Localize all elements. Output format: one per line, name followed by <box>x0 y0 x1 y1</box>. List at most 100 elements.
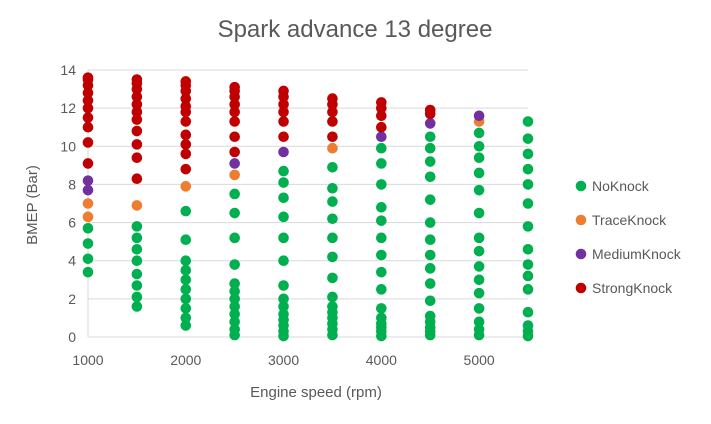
point-strongknock <box>424 104 436 116</box>
point-noknock <box>327 291 338 303</box>
point-noknock <box>229 207 240 219</box>
y-tick-label: 10 <box>60 138 76 154</box>
point-strongknock <box>82 137 94 148</box>
point-strongknock <box>82 72 94 83</box>
point-strongknock <box>131 74 143 85</box>
point-noknock <box>424 142 436 154</box>
legend-label-mediumknock: MediumKnock <box>592 246 682 262</box>
legend-marker-mediumknock <box>575 248 587 260</box>
point-strongknock <box>82 158 94 169</box>
point-noknock <box>522 198 534 209</box>
point-strongknock <box>229 99 240 110</box>
point-strongknock <box>327 116 338 127</box>
point-noknock <box>131 232 143 244</box>
y-tick-label: 0 <box>68 329 76 345</box>
point-noknock <box>376 158 387 169</box>
point-noknock <box>229 324 240 335</box>
point-strongknock <box>131 106 143 118</box>
legend-marker-noknock <box>575 180 587 192</box>
point-traceknock <box>131 200 143 211</box>
point-strongknock <box>180 163 192 175</box>
point-noknock <box>424 156 436 167</box>
point-noknock <box>180 320 192 331</box>
point-traceknock <box>82 198 94 209</box>
point-strongknock <box>131 139 143 150</box>
x-axis-ticks: 1000 2000 3000 4000 5000 <box>72 352 494 368</box>
point-noknock <box>229 232 240 244</box>
point-noknock <box>278 177 289 188</box>
point-mediumknock <box>82 175 94 186</box>
point-strongknock <box>229 81 240 93</box>
point-noknock <box>180 284 192 295</box>
point-strongknock <box>278 85 289 97</box>
y-tick-label: 14 <box>60 62 76 78</box>
point-strongknock <box>278 106 289 118</box>
point-noknock <box>327 232 338 244</box>
point-noknock <box>229 188 240 200</box>
point-noknock <box>327 251 338 263</box>
point-noknock <box>327 301 338 312</box>
point-traceknock <box>82 211 94 223</box>
point-noknock <box>131 255 143 267</box>
point-strongknock <box>376 121 387 133</box>
point-noknock <box>278 255 289 267</box>
point-noknock <box>180 205 192 217</box>
point-noknock <box>327 182 338 194</box>
point-strongknock <box>278 131 289 143</box>
point-noknock <box>131 268 143 280</box>
point-noknock <box>376 202 387 213</box>
point-strongknock <box>229 106 240 118</box>
chart-title: Spark advance 13 degree <box>218 16 493 43</box>
y-tick-label: 6 <box>68 215 76 231</box>
point-noknock <box>473 232 485 244</box>
legend-label-traceknock: TraceKnock <box>592 212 667 228</box>
point-noknock <box>522 221 534 232</box>
point-noknock <box>327 213 338 225</box>
point-noknock <box>376 284 387 295</box>
point-mediumknock <box>229 158 240 169</box>
x-tick-label: 2000 <box>170 352 201 368</box>
point-mediumknock <box>424 118 436 129</box>
y-tick-label: 8 <box>68 176 76 192</box>
point-noknock <box>229 316 240 328</box>
point-strongknock <box>376 97 387 108</box>
point-noknock <box>473 140 485 152</box>
point-noknock <box>424 194 436 205</box>
point-noknock <box>522 320 534 331</box>
point-noknock <box>522 270 534 282</box>
point-traceknock <box>327 142 338 154</box>
point-noknock <box>229 301 240 312</box>
point-noknock <box>522 179 534 190</box>
point-noknock <box>82 253 94 265</box>
point-noknock <box>522 243 534 255</box>
point-noknock <box>278 301 289 312</box>
legend-marker-traceknock <box>575 214 587 226</box>
point-noknock <box>278 211 289 223</box>
point-noknock <box>473 303 485 314</box>
point-noknock <box>131 221 143 232</box>
point-noknock <box>522 148 534 160</box>
point-noknock <box>278 280 289 291</box>
point-noknock <box>180 293 192 305</box>
point-noknock <box>327 272 338 284</box>
legend-marker-strongknock <box>575 282 587 294</box>
point-noknock <box>522 116 534 127</box>
point-strongknock <box>229 131 240 143</box>
point-noknock <box>278 232 289 244</box>
point-strongknock <box>229 116 240 127</box>
point-strongknock <box>131 125 143 137</box>
point-noknock <box>473 324 485 335</box>
point-noknock <box>473 261 485 272</box>
legend-label-strongknock: StrongKnock <box>592 280 673 296</box>
point-noknock <box>522 133 534 144</box>
point-noknock <box>180 264 192 276</box>
point-noknock <box>180 312 192 324</box>
point-mediumknock <box>278 146 289 158</box>
point-noknock <box>180 303 192 314</box>
point-noknock <box>473 127 485 139</box>
point-strongknock <box>327 106 338 118</box>
point-noknock <box>278 192 289 204</box>
point-noknock <box>376 249 387 261</box>
point-noknock <box>278 308 289 320</box>
